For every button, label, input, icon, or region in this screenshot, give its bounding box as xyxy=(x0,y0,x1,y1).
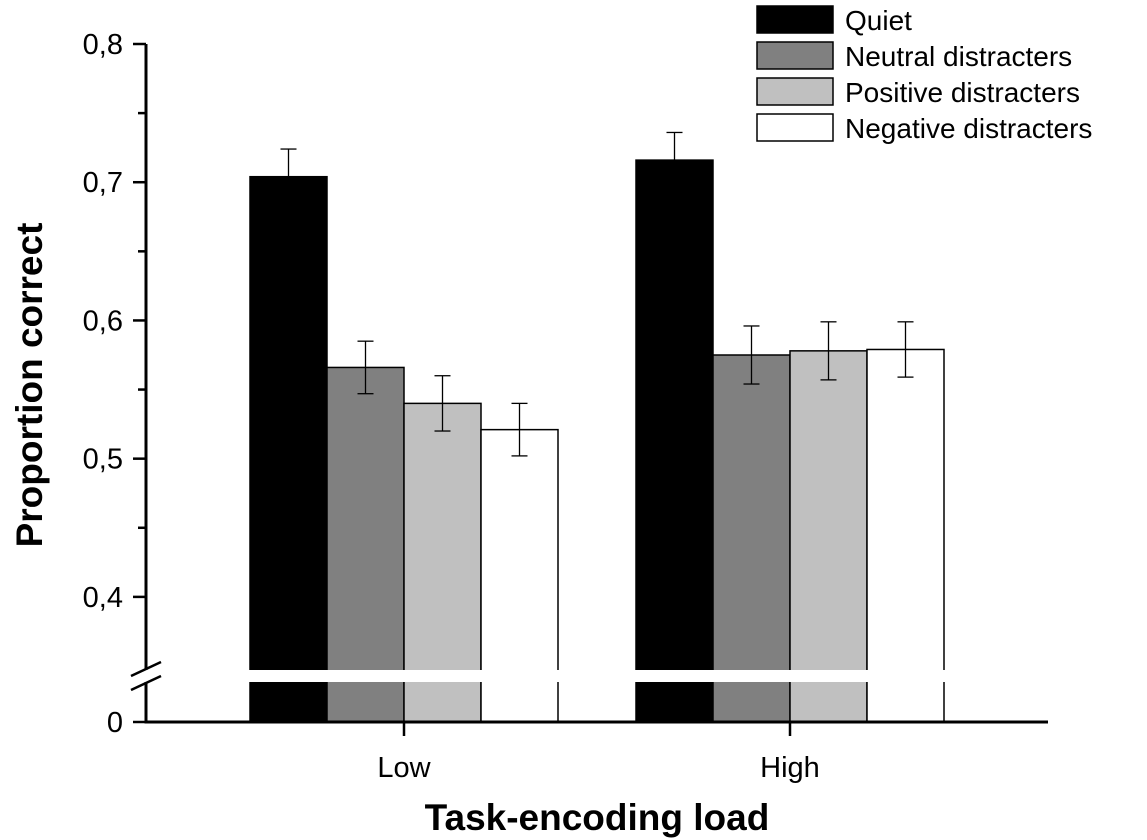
error-bar-negative-distracters-low xyxy=(511,402,528,457)
y-tick-label: 0,5 xyxy=(83,444,123,476)
axis-break-group xyxy=(248,670,946,682)
bar-positive-distracters-high xyxy=(789,350,868,723)
x-axis-title: Task-encoding load xyxy=(425,797,770,838)
legend-swatch xyxy=(756,41,834,70)
error-bar-quiet-low xyxy=(280,148,297,205)
bar-positive-distracters-low xyxy=(403,402,482,723)
bars-group xyxy=(249,159,945,723)
y-ticks-group: 0 0,4 0,5 0,6 0,7 0,8 xyxy=(83,29,146,739)
error-bar-neutral-distracters-low xyxy=(357,340,374,395)
y-tick-label: 0,8 xyxy=(83,29,123,61)
bar-quiet-low xyxy=(249,175,328,723)
legend-label: Neutral distracters xyxy=(845,41,1072,72)
y-axis-break-mark-lower xyxy=(130,674,162,692)
error-bars-group xyxy=(280,131,914,457)
error-bar-quiet-high xyxy=(666,131,683,189)
bar-neutral-distracters-low xyxy=(326,366,405,723)
y-tick-label: 0,6 xyxy=(83,305,123,337)
x-tick-label-low: Low xyxy=(377,752,431,784)
error-bar-negative-distracters-high xyxy=(897,321,914,378)
y-axis-title: Proportion correct xyxy=(9,223,50,548)
axes-group xyxy=(130,44,1048,724)
legend-label: Negative distracters xyxy=(845,113,1092,144)
legend-item-negative-distracters: Negative distracters xyxy=(756,113,1092,144)
y-axis-break-gap xyxy=(142,670,150,682)
bar-quiet-high xyxy=(635,159,714,723)
x-ticks-group: Low High xyxy=(377,722,820,784)
legend-label: Positive distracters xyxy=(845,77,1080,108)
error-bar-positive-distracters-low xyxy=(434,375,451,432)
legend-item-quiet: Quiet xyxy=(756,5,912,36)
legend-label: Quiet xyxy=(845,5,912,36)
y-tick-label: 0,4 xyxy=(83,582,123,614)
legend-item-positive-distracters: Positive distracters xyxy=(756,77,1080,108)
x-tick-label-high: High xyxy=(760,752,820,784)
bar-negative-distracters-high xyxy=(866,348,945,723)
legend-swatch xyxy=(756,77,834,106)
legend: Quiet Neutral distracters Positive distrac… xyxy=(756,5,1092,144)
y-tick-label: 0 xyxy=(107,707,123,739)
legend-swatch xyxy=(756,5,834,34)
axis-break-gap-low xyxy=(248,670,560,682)
legend-item-neutral-distracters: Neutral distracters xyxy=(756,41,1072,72)
bar-neutral-distracters-high xyxy=(712,354,791,723)
axis-break-gap-high xyxy=(634,670,946,682)
legend-swatch xyxy=(756,113,834,142)
error-bar-positive-distracters-high xyxy=(820,321,837,381)
y-axis-break-mark-upper xyxy=(130,660,162,678)
y-tick-label: 0,7 xyxy=(83,167,123,199)
error-bar-neutral-distracters-high xyxy=(743,325,760,385)
